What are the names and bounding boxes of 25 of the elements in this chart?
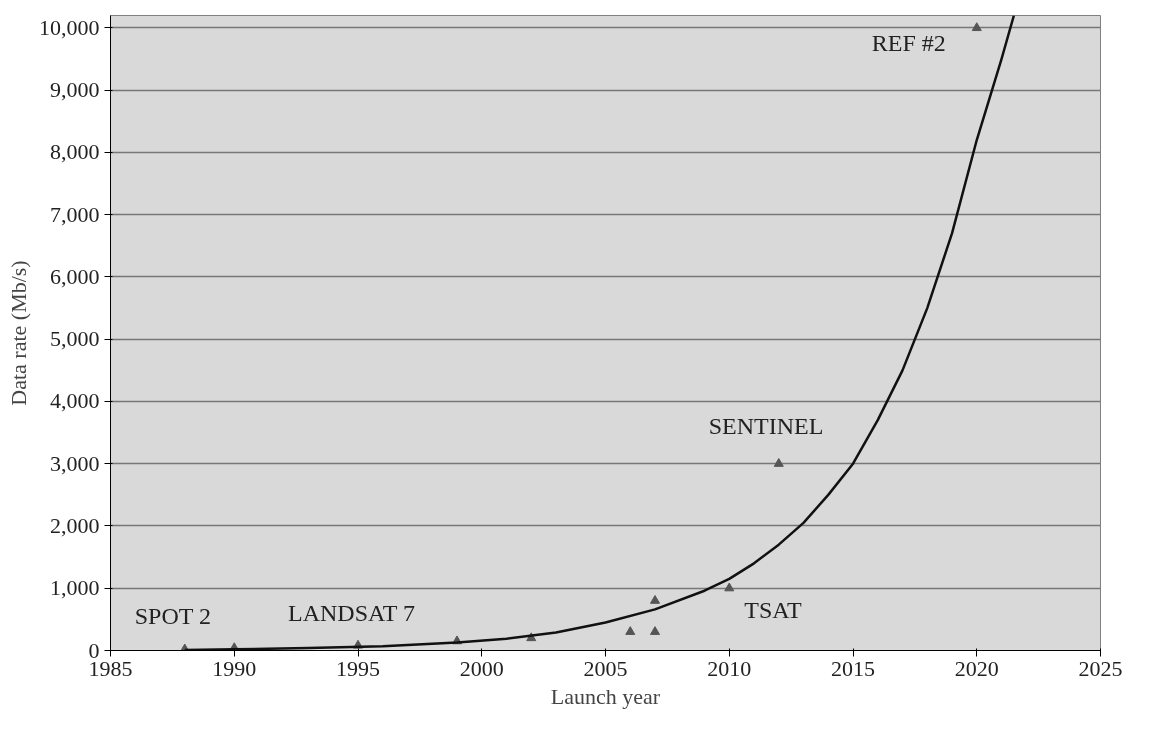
y-axis-title: Data rate (Mb/s) — [6, 260, 31, 406]
y-tick-label: 7,000 — [50, 201, 100, 227]
annotation: SENTINEL — [708, 412, 824, 439]
x-tick-label: 1995 — [336, 655, 380, 681]
y-tick-label: 9,000 — [50, 77, 100, 103]
y-tick-label: 4,000 — [50, 388, 100, 414]
y-tick-label: 2,000 — [50, 512, 100, 538]
x-tick-label: 2020 — [954, 655, 999, 681]
annotation: TSAT — [744, 597, 802, 624]
x-tick-label: 1990 — [212, 655, 257, 681]
y-tick-label: 6,000 — [50, 263, 100, 289]
x-tick-label: 2010 — [707, 655, 752, 681]
annotation: SPOT 2 — [134, 603, 212, 630]
x-tick-label: 2000 — [459, 655, 504, 681]
x-axis-title: Launch year — [550, 683, 661, 709]
x-tick-label: 2015 — [831, 655, 875, 681]
annotation: LANDSAT 7 — [288, 599, 415, 626]
y-tick-label: 1,000 — [50, 575, 100, 601]
x-tick-label: 2025 — [1078, 655, 1123, 681]
annotation: REF #2 — [871, 29, 946, 56]
y-tick-label: 10,000 — [39, 14, 100, 40]
x-tick-label: 2005 — [583, 655, 628, 681]
y-tick-label: 5,000 — [50, 326, 100, 352]
y-tick-label: 3,000 — [50, 450, 100, 476]
y-tick-label: 8,000 — [50, 139, 100, 165]
